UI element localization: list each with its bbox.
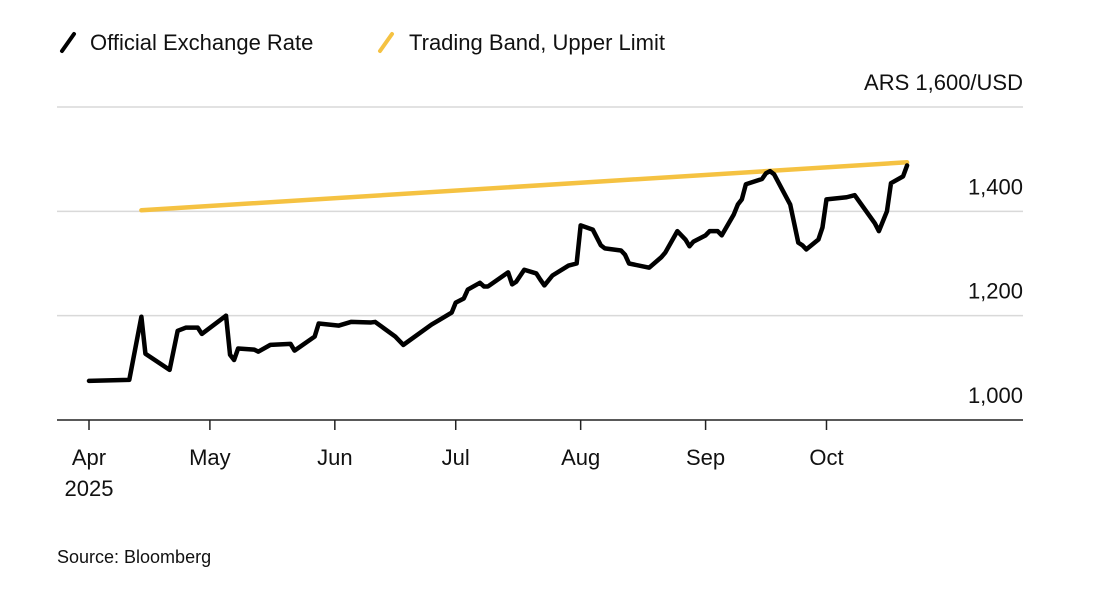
legend-swatch-band <box>378 32 394 53</box>
x-tick-label: Apr <box>72 445 106 470</box>
x-tick-label: Jun <box>317 445 352 470</box>
unit-label: ARS 1,600/USD <box>864 70 1023 95</box>
legend-item-official: Official Exchange Rate <box>60 30 313 55</box>
x-tick-label: Jul <box>442 445 470 470</box>
x-tick-label: Sep <box>686 445 725 470</box>
legend: Official Exchange Rate Trading Band, Upp… <box>60 30 665 55</box>
y-tick-label: 1,400 <box>968 174 1023 199</box>
x-tick-label: Aug <box>561 445 600 470</box>
x-tick-label: Oct <box>809 445 843 470</box>
x-tick-label: May <box>189 445 231 470</box>
y-tick-label: 1,000 <box>968 383 1023 408</box>
legend-item-band: Trading Band, Upper Limit <box>378 30 665 55</box>
legend-swatch-official <box>60 32 76 53</box>
x-tick-year-label: 2025 <box>65 476 114 501</box>
gridlines <box>57 106 1023 317</box>
series-line-official-rate <box>86 163 910 384</box>
series-line-trading-band <box>139 160 910 213</box>
source-note: Source: Bloomberg <box>57 547 211 567</box>
x-axis: Apr May Jun Jul Aug Sep Oct 2025 <box>57 419 1023 501</box>
y-axis-ticks: 1,000 1,200 1,400 <box>968 174 1023 408</box>
legend-label-band: Trading Band, Upper Limit <box>409 30 665 55</box>
legend-label-official: Official Exchange Rate <box>90 30 313 55</box>
series-lines <box>86 160 910 384</box>
y-tick-label: 1,200 <box>968 279 1023 304</box>
